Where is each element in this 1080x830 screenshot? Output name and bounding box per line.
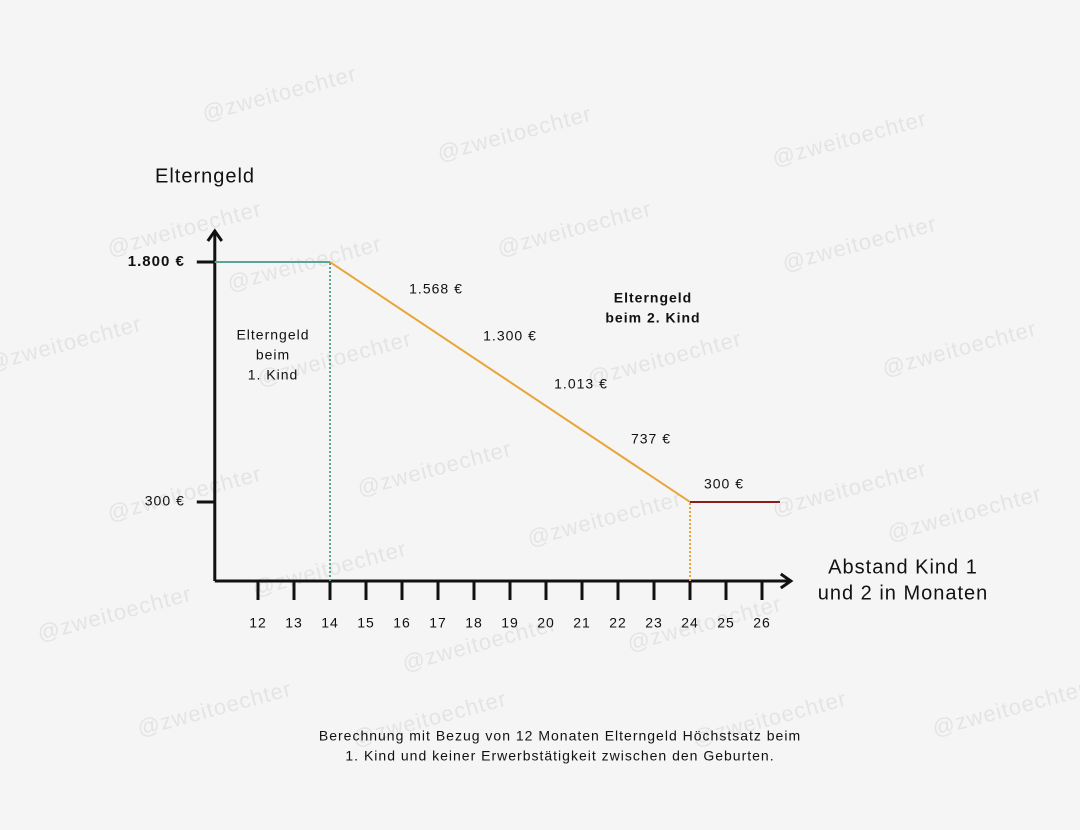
annotation: Elterngeld <box>614 290 692 306</box>
x-tick-label: 18 <box>465 615 483 631</box>
x-tick-label: 22 <box>609 615 627 631</box>
x-arrow <box>779 572 794 590</box>
annotation: 1. Kind <box>248 367 299 383</box>
x-tick-label: 24 <box>681 615 699 631</box>
annotation: beim 2. Kind <box>605 310 700 326</box>
annotation: beim <box>256 347 290 363</box>
watermark: @zweitoechter <box>585 326 745 391</box>
watermark: @zweitoechter <box>0 311 145 376</box>
watermark: @zweitoechter <box>780 211 940 276</box>
annotation: 1.013 € <box>554 376 608 392</box>
x-axis-label: und 2 in Monaten <box>818 582 989 604</box>
annotation: 737 € <box>631 431 671 447</box>
x-axis-label: Abstand Kind 1 <box>828 556 978 578</box>
watermark: @zweitoechter <box>770 106 930 171</box>
footnote: Berechnung mit Bezug von 12 Monaten Elte… <box>319 728 801 744</box>
x-tick-label: 21 <box>573 615 591 631</box>
watermark: @zweitoechter <box>105 196 265 261</box>
watermark: @zweitoechter <box>880 316 1040 381</box>
x-tick-label: 26 <box>753 615 771 631</box>
x-tick-label: 14 <box>321 615 339 631</box>
x-tick-label: 17 <box>429 615 447 631</box>
watermark: @zweitoechter <box>435 101 595 166</box>
annotation: Elterngeld <box>236 327 309 343</box>
x-tick-label: 12 <box>249 615 267 631</box>
x-tick-label: 25 <box>717 615 735 631</box>
x-tick-label: 16 <box>393 615 411 631</box>
watermark: @zweitoechter <box>35 581 195 646</box>
x-tick-label: 23 <box>645 615 663 631</box>
watermark: @zweitoechter <box>355 436 515 501</box>
x-tick-label: 19 <box>501 615 519 631</box>
annotation: 300 € <box>704 476 744 492</box>
x-tick-label: 20 <box>537 615 555 631</box>
watermark: @zweitoechter <box>885 481 1045 546</box>
watermark: @zweitoechter <box>930 676 1080 741</box>
footnote: 1. Kind und keiner Erwerbstätigkeit zwis… <box>345 748 774 764</box>
watermark: @zweitoechter <box>135 676 295 741</box>
watermark: @zweitoechter <box>770 456 930 521</box>
watermark: @zweitoechter <box>525 486 685 551</box>
watermark: @zweitoechter <box>225 231 385 296</box>
watermark: @zweitoechter <box>495 196 655 261</box>
x-tick-label: 15 <box>357 615 375 631</box>
x-tick-label: 13 <box>285 615 303 631</box>
watermark: @zweitoechter <box>200 61 360 126</box>
line <box>329 261 691 503</box>
annotation: 1.568 € <box>409 281 463 297</box>
y-tick-label: 1.800 € <box>128 253 185 270</box>
y-arrow <box>206 228 224 242</box>
watermarks: @zweitoechter@zweitoechter @zweitoechter@… <box>0 61 1080 751</box>
y-axis-label: Elterngeld <box>155 165 255 187</box>
annotation: 1.300 € <box>483 328 537 344</box>
y-tick-label: 300 € <box>145 493 185 509</box>
